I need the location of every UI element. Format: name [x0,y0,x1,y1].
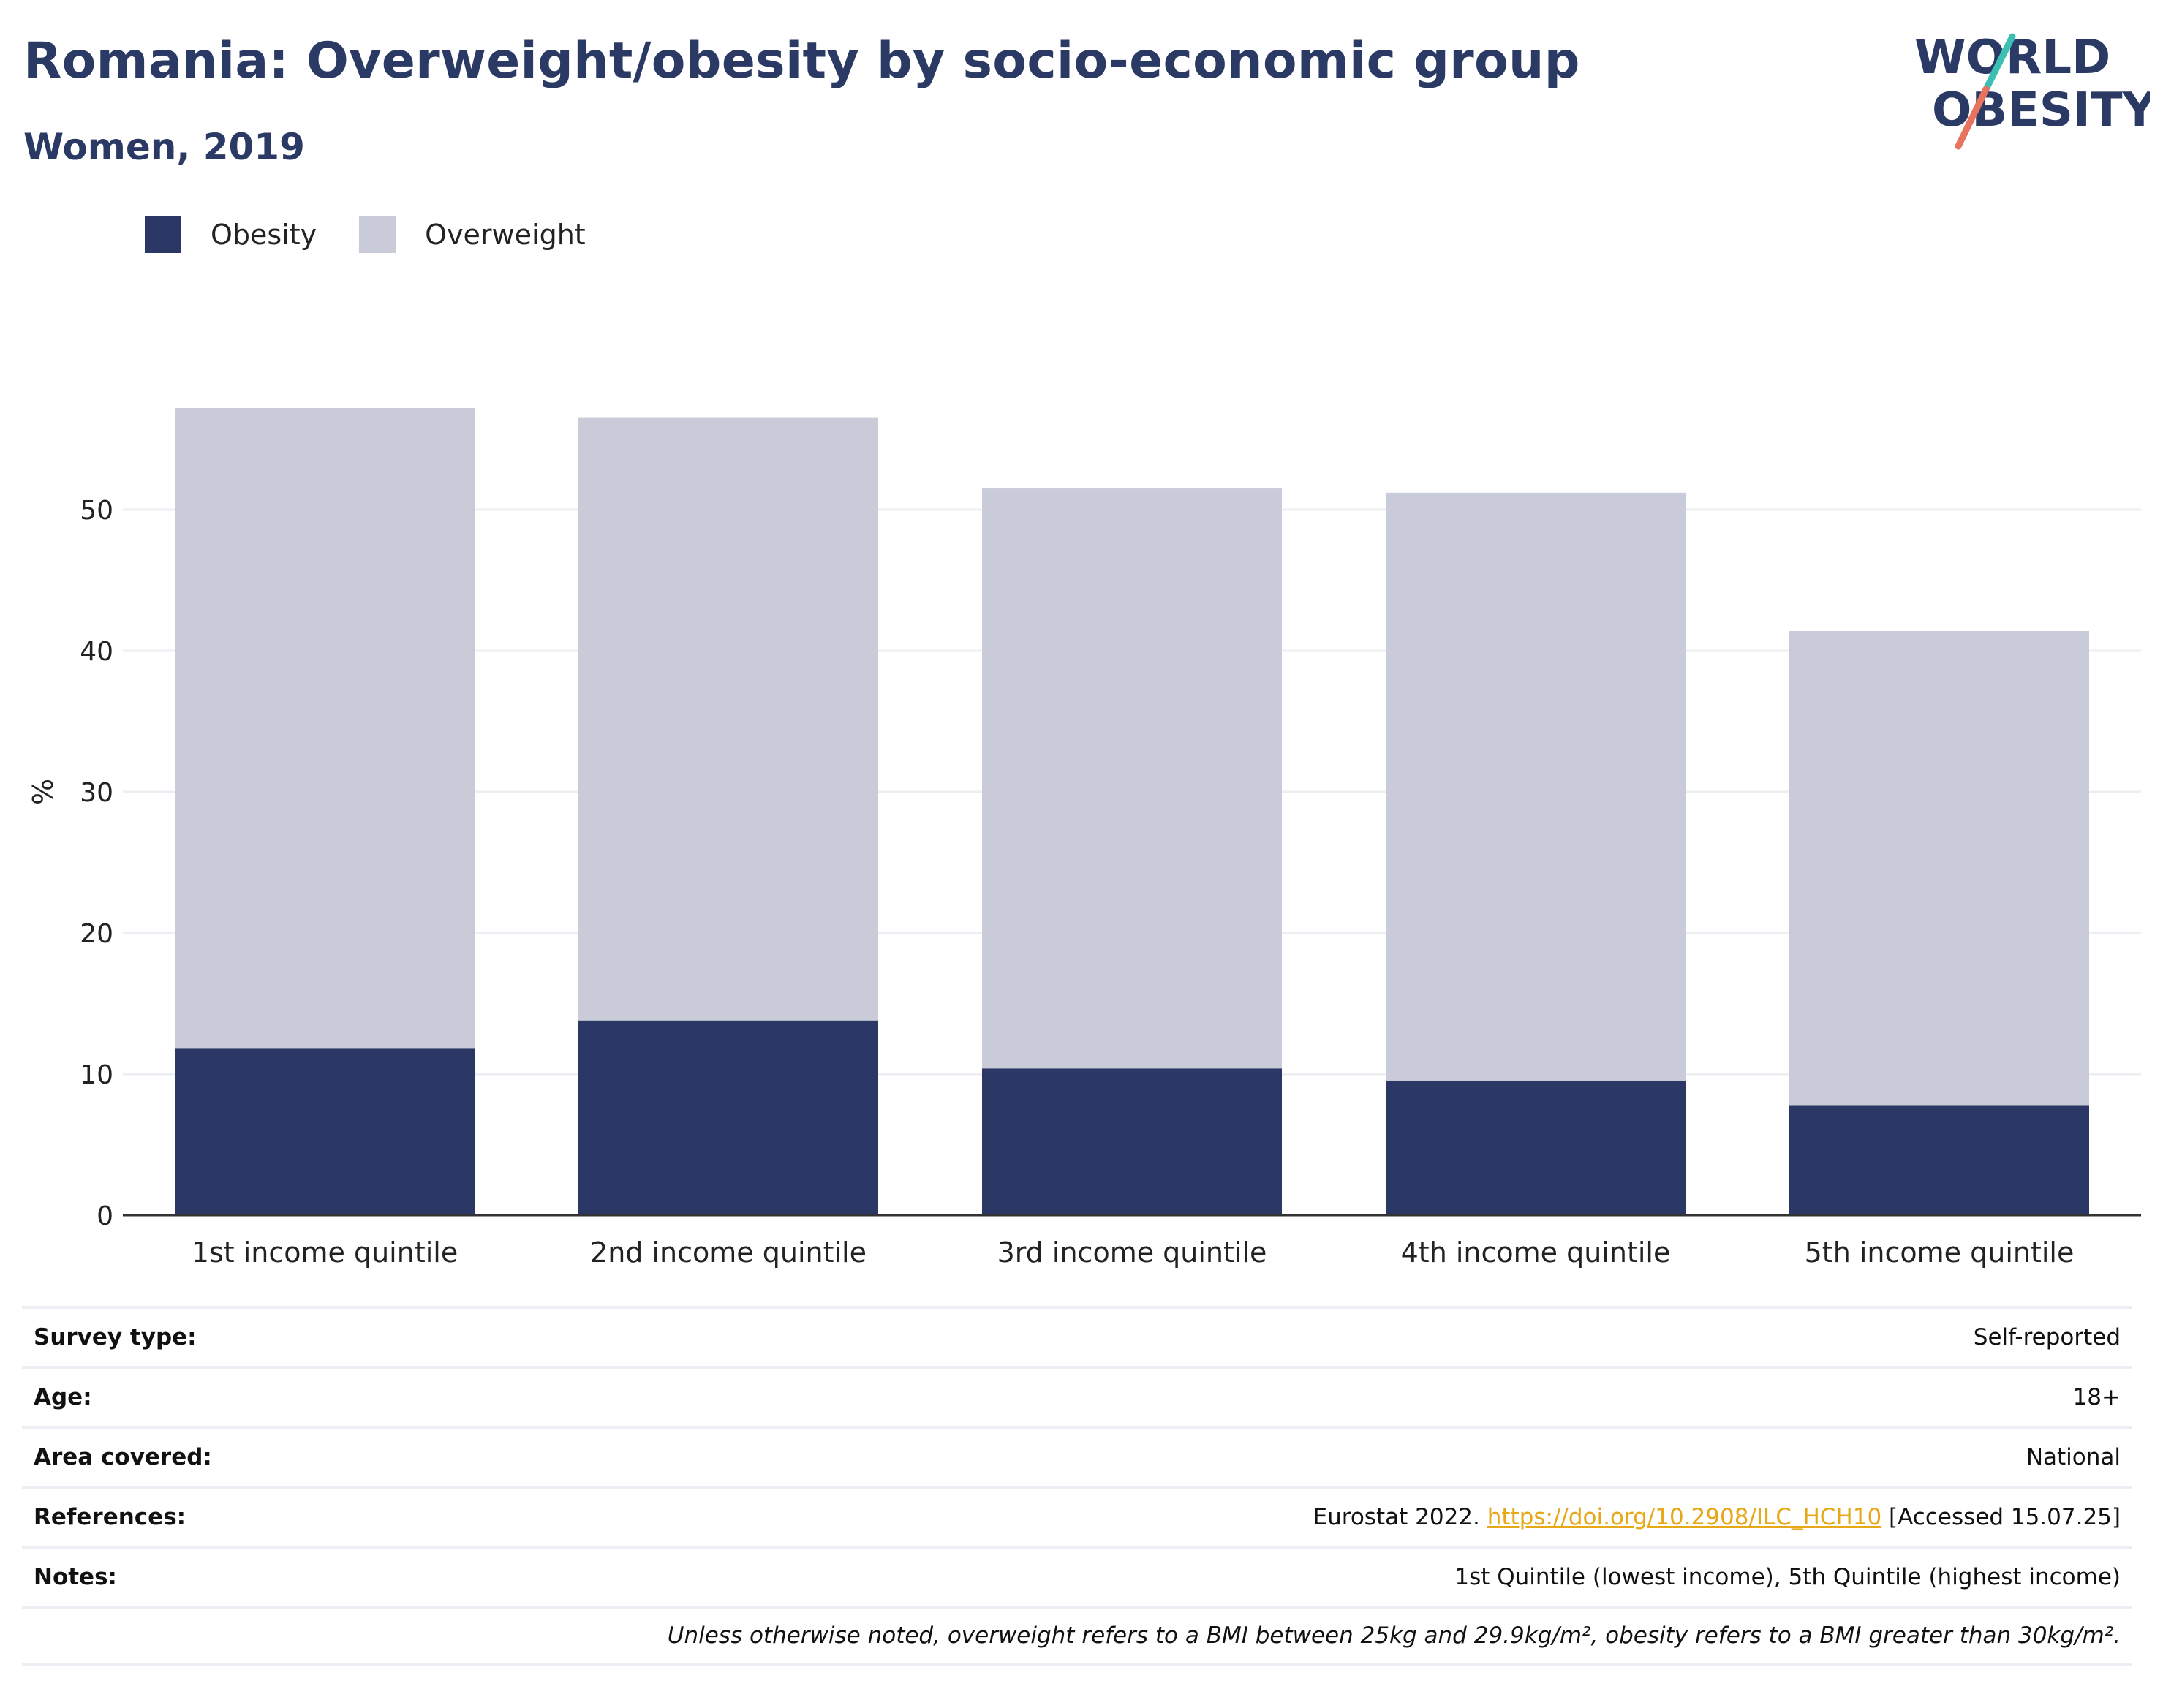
info-key-age: Age: [34,1384,92,1410]
legend-item-obesity[interactable]: Obesity [145,216,317,253]
reference-suffix: [Accessed 15.07.25] [1889,1504,2121,1530]
chart-legend: Obesity Overweight [145,216,628,253]
legend-swatch-obesity [145,216,181,253]
x-tick-label-3: 3rd income quintile [997,1236,1267,1269]
bar-chart: 0 10 20 30 40 50% 1st income quintile 2nd incom… [27,408,2141,1269]
reference-link[interactable]: https://doi.org/10.2908/ILC_HCH10 [1487,1504,1882,1530]
info-row-age: Age: 18+ [22,1366,2132,1426]
x-tick-label-1: 1st income quintile [192,1236,458,1269]
info-value-survey-type: Self-reported [1973,1324,2121,1350]
bar-overweight-5 [1789,630,2089,1106]
info-key-area: Area covered: [34,1444,212,1470]
bar-obesity-1 [175,1048,475,1215]
y-tick-label-50: 50 [80,496,113,526]
info-key-references: References: [34,1504,186,1530]
info-value-area: National [2026,1444,2121,1470]
y-tick-label-40: 40 [80,637,113,667]
legend-item-overweight[interactable]: Overweight [359,216,586,253]
reference-prefix: Eurostat 2022. [1313,1504,1480,1530]
x-tick-label-5: 5th income quintile [1805,1236,2075,1269]
y-tick-label-20: 20 [80,919,113,949]
y-tick-label-10: 10 [80,1060,113,1090]
logo-teal-slash [1982,33,2016,93]
chart-subtitle: Women, 2019 [23,126,305,168]
info-table: Survey type: Self-reported Age: 18+ Area… [22,1306,2132,1666]
bar-obesity-5 [1789,1105,2089,1215]
y-tick-label-0: 0 [97,1201,113,1231]
chart-title: Romania: Overweight/obesity by socio-eco… [23,32,1580,90]
info-row-references: References: Eurostat 2022. https://doi.o… [22,1486,2132,1546]
legend-label-overweight: Overweight [425,219,586,251]
bar-obesity-3 [982,1068,1282,1215]
bar-overweight-1 [175,408,475,1049]
info-row-footnote: Unless otherwise noted, overweight refer… [22,1606,2132,1666]
bar-overweight-4 [1386,492,1686,1081]
info-value-age: 18+ [2072,1384,2121,1410]
info-key-notes: Notes: [34,1564,117,1590]
x-tick-label-4: 4th income quintile [1401,1236,1671,1269]
y-tick-label-30: 30 [80,778,113,808]
y-axis-label: % [27,779,59,805]
logo-coral-slash [1955,86,1990,150]
info-row-area: Area covered: National [22,1426,2132,1486]
world-obesity-logo: WORLD OBESITY [1914,31,2150,150]
bmi-footnote: Unless otherwise noted, overweight refer… [667,1622,2121,1649]
info-row-notes: Notes: 1st Quintile (lowest income), 5th… [22,1546,2132,1606]
info-row-survey-type: Survey type: Self-reported [22,1306,2132,1366]
info-key-survey-type: Survey type: [34,1324,197,1350]
bar-overweight-2 [578,417,878,1021]
info-value-references: Eurostat 2022. https://doi.org/10.2908/I… [1313,1504,2121,1530]
legend-label-obesity: Obesity [211,219,317,251]
bar-overweight-3 [982,488,1282,1069]
info-value-notes: 1st Quintile (lowest income), 5th Quinti… [1454,1564,2121,1590]
bar-obesity-4 [1386,1081,1686,1215]
legend-swatch-overweight [359,216,396,253]
bar-obesity-2 [578,1020,878,1215]
x-tick-label-2: 2nd income quintile [590,1236,867,1269]
